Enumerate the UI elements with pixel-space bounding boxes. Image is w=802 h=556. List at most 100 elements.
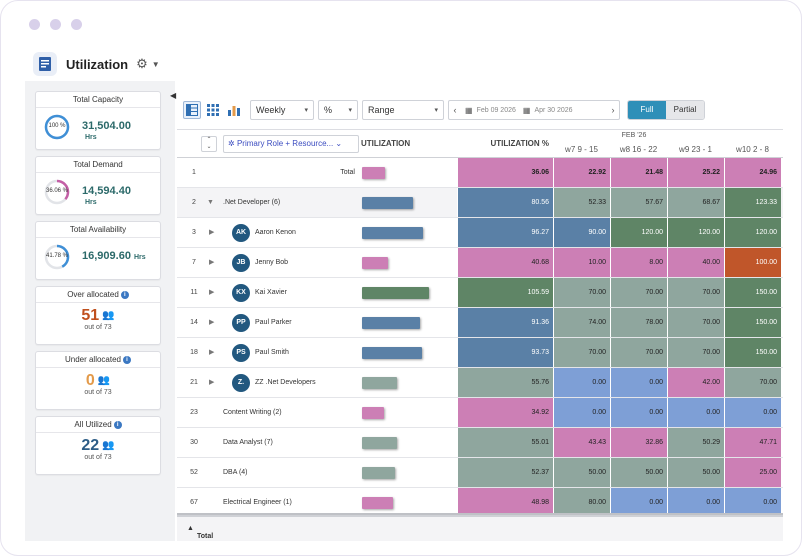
week-cell[interactable]: 0.00 (667, 398, 724, 427)
week-cell[interactable]: 47.71 (724, 428, 781, 457)
week-cell[interactable]: 40.00 (667, 248, 724, 277)
week-cell[interactable]: 0.00 (724, 488, 781, 515)
calendar-icon[interactable]: ▦ (522, 105, 531, 115)
week-cell[interactable]: 70.00 (553, 278, 610, 307)
table-row[interactable]: 11 ▶ KX Kai Xavier 105.59 70.00 70.00 70.00 150.… (177, 278, 783, 308)
info-icon[interactable]: i (123, 355, 132, 364)
expand-icon[interactable]: ▶ (209, 349, 215, 356)
table-row[interactable]: 23 Content Writing (2) 34.92 0.00 0.00 0.00 0.… (177, 398, 783, 428)
expand-icon[interactable]: ▶ (209, 229, 215, 236)
week-cell[interactable]: 70.00 (610, 278, 667, 307)
expand-icon[interactable]: ▶ (209, 379, 215, 386)
card-total-demand[interactable]: Total Demand 36.06 % 14,594.40 Hrs (35, 156, 161, 215)
week-cell[interactable]: 120.00 (610, 218, 667, 247)
utilization-pct-cell[interactable]: 91.36 (457, 308, 553, 337)
week-cell[interactable]: 150.00 (724, 308, 781, 337)
chevron-down-icon[interactable]: ▼ (151, 59, 160, 69)
resource-name[interactable]: Jenny Bob (255, 259, 289, 266)
period-select[interactable]: Weekly ▾ (250, 100, 314, 120)
week-cell[interactable]: 10.00 (553, 248, 610, 277)
card-over-allocated[interactable]: Over allocated i 51 👥 out of 73 (35, 286, 161, 345)
resource-name[interactable]: ZZ .Net Developers (255, 379, 316, 386)
table-row[interactable]: 67 Electrical Engineer (1) 48.98 80.00 0.00 0… (177, 488, 783, 515)
table-row[interactable]: 30 Data Analyst (7) 55.01 43.43 32.86 50.29 47… (177, 428, 783, 458)
week-cell[interactable]: 150.00 (724, 278, 781, 307)
footer-total-label[interactable]: ▲ Total (187, 525, 214, 540)
week-cell[interactable]: 120.00 (667, 218, 724, 247)
table-row[interactable]: 1 Total 36.06 22.92 21.48 25.22 24.96 (177, 158, 783, 188)
week-cell[interactable]: 120.00 (724, 218, 781, 247)
week-cell[interactable]: 0.00 (553, 368, 610, 397)
week-cell[interactable]: 90.00 (553, 218, 610, 247)
resource-name[interactable]: Aaron Kenon (255, 229, 296, 236)
week-cell[interactable]: 0.00 (553, 398, 610, 427)
week-cell[interactable]: 43.43 (553, 428, 610, 457)
gear-icon[interactable]: ⚙ (136, 56, 148, 71)
chart-view-icon[interactable] (225, 101, 243, 119)
column-header-utilization[interactable]: UTILIZATION (361, 139, 411, 148)
week-cell[interactable]: 0.00 (724, 398, 781, 427)
table-view-icon[interactable] (183, 101, 201, 119)
week-header[interactable]: w8 16 - 22 (619, 145, 658, 154)
resource-name[interactable]: Paul Parker (255, 319, 292, 326)
table-row[interactable]: 2 ▼ .Net Developer (6) 80.56 52.33 57.67 68.67… (177, 188, 783, 218)
info-icon[interactable]: i (113, 420, 122, 429)
week-cell[interactable]: 32.86 (610, 428, 667, 457)
grid-view-icon[interactable] (204, 101, 222, 119)
week-cell[interactable]: 50.00 (553, 458, 610, 487)
utilization-pct-cell[interactable]: 105.59 (457, 278, 553, 307)
week-cell[interactable]: 70.00 (667, 278, 724, 307)
utilization-pct-cell[interactable]: 34.92 (457, 398, 553, 427)
group-by-select[interactable]: ✲ Primary Role + Resource... ⌄ (223, 135, 359, 153)
week-cell[interactable]: 52.33 (553, 188, 610, 217)
week-cell[interactable]: 0.00 (610, 488, 667, 515)
week-cell[interactable]: 70.00 (610, 338, 667, 367)
week-cell[interactable]: 123.33 (724, 188, 781, 217)
role-name[interactable]: Electrical Engineer (1) (223, 499, 292, 506)
role-name[interactable]: Content Writing (2) (223, 409, 282, 416)
week-cell[interactable]: 24.96 (724, 158, 781, 187)
card-total-capacity[interactable]: Total Capacity 100 % 31,504.00 Hrs (35, 91, 161, 150)
horizontal-scrollbar[interactable] (177, 513, 783, 516)
week-cell[interactable]: 57.67 (610, 188, 667, 217)
week-cell[interactable]: 100.00 (724, 248, 781, 277)
next-range-button[interactable]: › (611, 105, 615, 115)
table-row[interactable]: 18 ▶ PS Paul Smith 93.73 70.00 70.00 70.00 150.0… (177, 338, 783, 368)
column-header-utilization-pct[interactable]: UTILIZATION % (490, 139, 549, 148)
expand-icon[interactable]: ▶ (209, 319, 215, 326)
role-name[interactable]: Data Analyst (7) (223, 439, 273, 446)
week-cell[interactable]: 25.22 (667, 158, 724, 187)
utilization-pct-cell[interactable]: 80.56 (457, 188, 553, 217)
week-cell[interactable]: 50.00 (667, 458, 724, 487)
collapse-sidebar-icon[interactable]: ◀ (170, 91, 177, 100)
utilization-pct-cell[interactable]: 52.37 (457, 458, 553, 487)
week-cell[interactable]: 42.00 (667, 368, 724, 397)
role-name[interactable]: .Net Developer (6) (223, 199, 281, 206)
role-name[interactable]: DBA (4) (223, 469, 248, 476)
week-cell[interactable]: 8.00 (610, 248, 667, 277)
utilization-pct-cell[interactable]: 48.98 (457, 488, 553, 515)
table-row[interactable]: 52 DBA (4) 52.37 50.00 50.00 50.00 25.00 (177, 458, 783, 488)
utilization-pct-cell[interactable]: 96.27 (457, 218, 553, 247)
week-cell[interactable]: 21.48 (610, 158, 667, 187)
info-icon[interactable]: i (120, 290, 129, 299)
card-under-allocated[interactable]: Under allocated i 0 👥 out of 73 (35, 351, 161, 410)
range-select[interactable]: Range ▾ (362, 100, 444, 120)
week-cell[interactable]: 70.00 (724, 368, 781, 397)
utilization-pct-cell[interactable]: 93.73 (457, 338, 553, 367)
resource-name[interactable]: Kai Xavier (255, 289, 287, 296)
week-cell[interactable]: 150.00 (724, 338, 781, 367)
week-cell[interactable]: 70.00 (553, 338, 610, 367)
date-to[interactable]: Apr 30 2026 (534, 106, 573, 114)
collapse-icon[interactable]: ▼ (207, 199, 214, 206)
week-cell[interactable]: 22.92 (553, 158, 610, 187)
week-cell[interactable]: 0.00 (667, 488, 724, 515)
week-cell[interactable]: 70.00 (667, 338, 724, 367)
card-total-availability[interactable]: Total Availability 41.78 % 16,909.60 Hrs (35, 221, 161, 280)
table-row[interactable]: 14 ▶ PP Paul Parker 91.36 74.00 78.00 70.00 150.… (177, 308, 783, 338)
utilization-pct-cell[interactable]: 40.68 (457, 248, 553, 277)
utilization-pct-cell[interactable]: 55.76 (457, 368, 553, 397)
window-dot-maximize[interactable] (71, 19, 82, 30)
resource-name[interactable]: Paul Smith (255, 349, 289, 356)
prev-range-button[interactable]: ‹ (453, 105, 457, 115)
